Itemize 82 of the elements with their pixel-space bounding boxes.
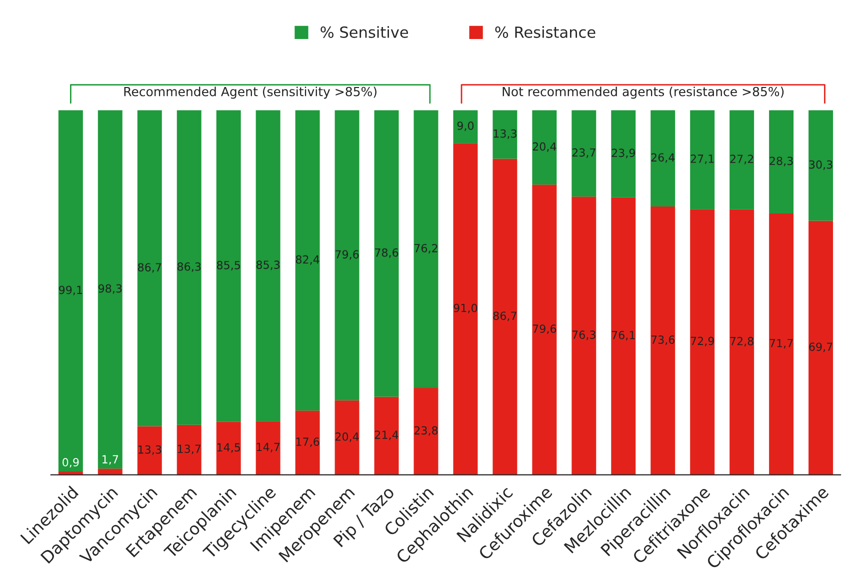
data-label: 14,7 xyxy=(256,442,280,452)
data-label: 23,8 xyxy=(414,426,438,436)
bar xyxy=(374,110,399,397)
data-label: 78,6 xyxy=(375,248,398,258)
bar xyxy=(650,110,676,207)
legend-label: % Resistance xyxy=(495,26,596,38)
data-label: 14,5 xyxy=(217,443,240,453)
bar xyxy=(137,110,162,426)
data-label: 72,9 xyxy=(690,336,714,346)
bar xyxy=(808,220,834,475)
bar xyxy=(808,110,834,221)
bar xyxy=(137,426,162,475)
bar xyxy=(650,206,676,475)
data-label: 76,3 xyxy=(572,330,596,340)
data-label: 20,4 xyxy=(532,142,556,152)
bar xyxy=(730,209,754,475)
data-label: 85,3 xyxy=(256,260,280,270)
data-label: 86,7 xyxy=(493,312,516,322)
data-label: 0,9 xyxy=(62,458,79,468)
bar xyxy=(532,110,557,185)
bar xyxy=(58,110,83,472)
bar xyxy=(216,110,241,422)
text: Recommended Agent (sensitivity >85%) xyxy=(124,86,376,99)
bar xyxy=(176,110,202,425)
bar xyxy=(334,110,360,400)
legend-label: % Sensitive xyxy=(320,26,408,38)
data-label: 13,7 xyxy=(178,444,201,454)
data-label: 20,4 xyxy=(335,432,359,442)
data-label: 71,7 xyxy=(770,339,793,348)
data-label: 23,7 xyxy=(572,148,596,158)
data-label: 26,4 xyxy=(651,153,675,163)
data-label: 98,3 xyxy=(98,284,122,294)
data-label: 30,3 xyxy=(809,160,832,170)
data-label: 82,4 xyxy=(296,255,320,265)
data-label: 27,1 xyxy=(690,154,714,164)
data-label: 73,6 xyxy=(651,335,675,345)
bar xyxy=(492,158,518,475)
bar xyxy=(176,424,202,475)
bar xyxy=(216,422,241,475)
data-label: 79,6 xyxy=(532,324,556,334)
bar xyxy=(98,110,122,469)
data-label: 21,4 xyxy=(374,430,398,440)
data-label: 79,6 xyxy=(336,250,359,260)
bar xyxy=(256,421,280,475)
data-label: 28,3 xyxy=(770,156,793,166)
text: Not recommended agents (resistance >85%) xyxy=(502,86,784,99)
data-label: 27,2 xyxy=(730,154,754,164)
bar xyxy=(414,110,438,388)
bar xyxy=(572,110,596,197)
bar xyxy=(374,396,399,475)
bar xyxy=(611,197,636,475)
data-label: 72,8 xyxy=(730,336,754,346)
data-label: 1,7 xyxy=(102,455,118,465)
bar xyxy=(769,213,794,475)
data-label: 86,7 xyxy=(138,263,162,273)
data-label: 91,0 xyxy=(454,304,478,314)
data-label: 17,6 xyxy=(296,438,320,448)
data-label: 76,2 xyxy=(414,244,438,254)
bar xyxy=(572,196,596,475)
bar xyxy=(453,143,478,475)
data-label: 9,0 xyxy=(457,122,474,132)
data-label: 13,3 xyxy=(494,129,516,139)
bar xyxy=(532,184,557,475)
bar xyxy=(730,110,754,210)
bar xyxy=(769,110,794,214)
data-label: 69,7 xyxy=(809,342,832,352)
bar xyxy=(690,110,715,210)
data-label: 85,5 xyxy=(216,260,240,270)
bar xyxy=(611,110,636,198)
data-label: 23,9 xyxy=(612,148,635,158)
bar xyxy=(256,110,280,422)
data-label: 76,1 xyxy=(612,330,635,340)
bar xyxy=(295,410,320,475)
bar xyxy=(492,110,518,159)
bar xyxy=(295,110,320,411)
bar xyxy=(453,110,478,144)
data-label: 99,1 xyxy=(59,286,82,296)
bar xyxy=(334,400,360,475)
bar xyxy=(690,209,715,475)
bar xyxy=(414,388,438,475)
data-label: 86,3 xyxy=(178,262,201,272)
data-label: 13,3 xyxy=(138,445,162,455)
